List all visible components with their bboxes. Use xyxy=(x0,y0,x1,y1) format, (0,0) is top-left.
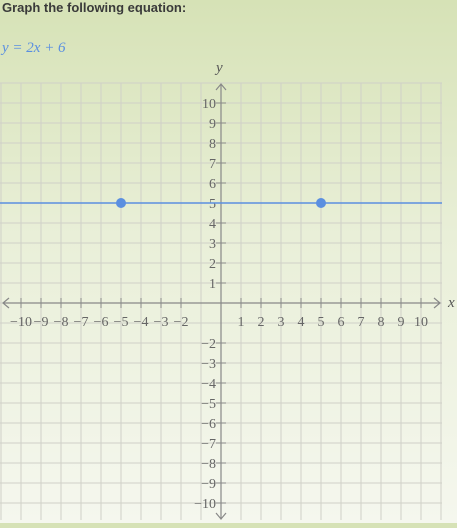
y-tick-label: −6 xyxy=(201,417,216,432)
y-tick-label: 3 xyxy=(209,237,216,252)
x-tick-label: −6 xyxy=(94,315,109,330)
y-axis-arrow-up xyxy=(215,83,227,91)
x-tick-label: 9 xyxy=(398,315,405,330)
x-tick-label: −7 xyxy=(74,315,89,330)
x-tick-label: −8 xyxy=(54,315,69,330)
y-axis-arrow-down xyxy=(215,512,227,520)
y-tick-label: −10 xyxy=(194,497,216,512)
x-tick-label: 1 xyxy=(238,315,245,330)
x-tick-label: 10 xyxy=(414,315,428,330)
x-tick-label: 7 xyxy=(358,315,365,330)
y-tick-label: 8 xyxy=(209,137,216,152)
x-tick-label: 4 xyxy=(298,315,305,330)
x-axis-arrow-left xyxy=(2,297,10,309)
x-tick-label: −10 xyxy=(10,315,32,330)
y-tick-label: 1 xyxy=(209,277,216,292)
draggable-point[interactable] xyxy=(116,198,126,208)
x-tick-label: 3 xyxy=(278,315,285,330)
equation-text: y = 2x + 6 xyxy=(2,40,66,56)
x-tick-label: 6 xyxy=(338,315,345,330)
y-tick-label: 9 xyxy=(209,117,216,132)
x-axis-label: x xyxy=(447,295,455,311)
x-tick-label: −4 xyxy=(134,315,149,330)
x-tick-label: −5 xyxy=(114,315,129,330)
y-tick-label: −2 xyxy=(201,337,216,352)
y-tick-label: −4 xyxy=(201,377,216,392)
y-tick-label: 5 xyxy=(209,197,216,212)
y-tick-label: 4 xyxy=(209,217,216,232)
x-tick-label: −3 xyxy=(154,315,169,330)
x-axis-arrow-right xyxy=(433,297,441,309)
y-tick-label: −7 xyxy=(201,437,216,452)
x-tick-label: −9 xyxy=(34,315,49,330)
draggable-point[interactable] xyxy=(316,198,326,208)
axes: xy xyxy=(2,60,455,520)
plot-layer[interactable] xyxy=(0,198,442,208)
y-axis-label: y xyxy=(214,60,223,76)
y-tick-label: 6 xyxy=(209,177,216,192)
y-tick-label: −8 xyxy=(201,457,216,472)
y-tick-label: 2 xyxy=(209,257,216,272)
y-tick-label: 7 xyxy=(209,157,216,172)
instruction-text: Graph the following equation: xyxy=(2,0,187,15)
y-tick-label: −3 xyxy=(201,357,216,372)
x-tick-label: −2 xyxy=(174,315,189,330)
y-tick-label: 10 xyxy=(202,97,216,112)
y-tick-label: −5 xyxy=(201,397,216,412)
x-tick-label: 5 xyxy=(318,315,325,330)
x-tick-label: 8 xyxy=(378,315,385,330)
x-tick-label: 2 xyxy=(258,315,265,330)
y-tick-label: −9 xyxy=(201,477,216,492)
axis-ticks: −10 −9 −8 −7 −6 −5 −4 −3 −2 1 2 3 4 5 6 7 8 9 10−10−9−8−7−… xyxy=(10,97,428,512)
